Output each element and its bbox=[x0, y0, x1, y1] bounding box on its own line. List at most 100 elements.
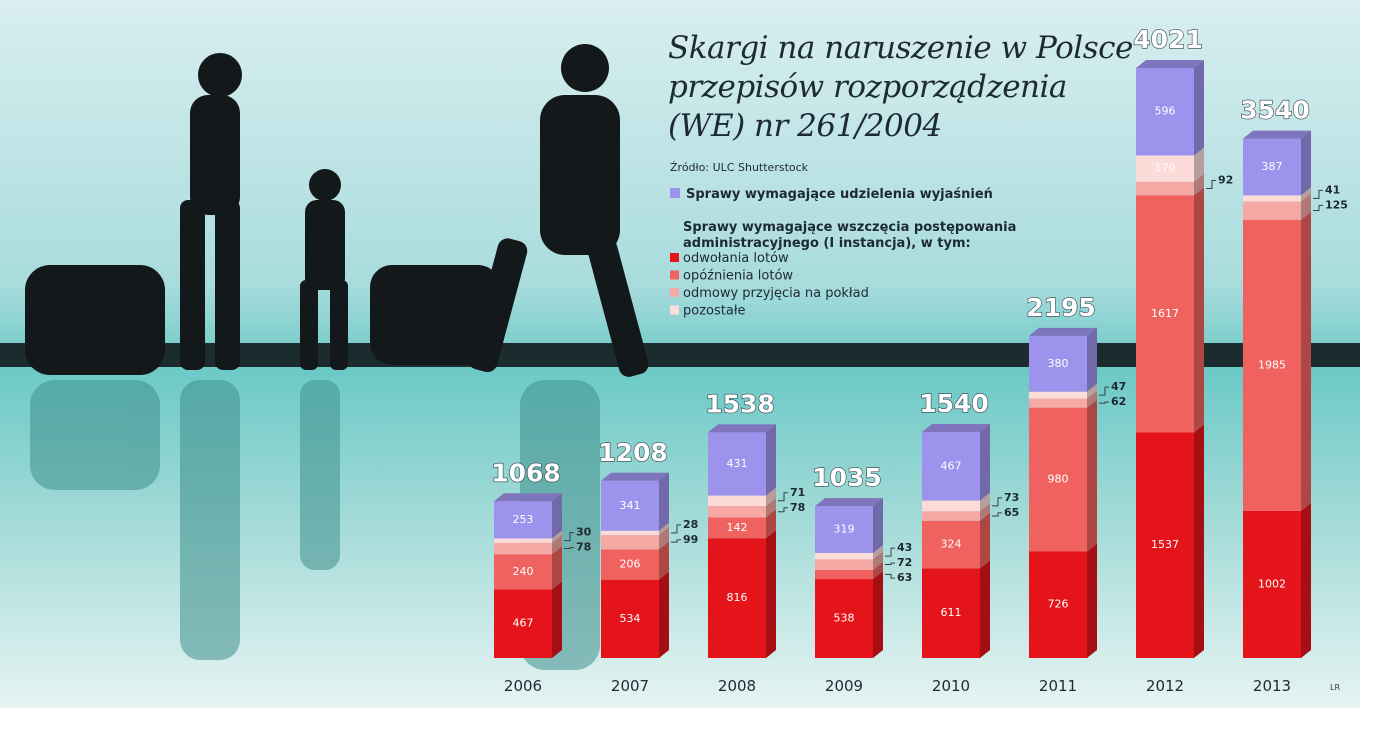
bar-side bbox=[659, 472, 669, 531]
bar-side bbox=[980, 512, 990, 569]
x-tick-label: 2009 bbox=[825, 677, 863, 695]
bar-side bbox=[1087, 399, 1097, 552]
value-label: 179 bbox=[1155, 162, 1176, 175]
bar-segment bbox=[1243, 138, 1301, 196]
bar-segment bbox=[708, 505, 766, 518]
value-label: 387 bbox=[1262, 160, 1283, 173]
value-label: 72 bbox=[897, 556, 912, 569]
bar-side bbox=[659, 522, 669, 535]
value-label: 99 bbox=[683, 533, 698, 546]
value-label: 92 bbox=[1218, 173, 1233, 186]
value-label: 78 bbox=[790, 501, 805, 514]
x-tick-label: 2007 bbox=[611, 677, 649, 695]
label-leader bbox=[564, 532, 574, 542]
label-leader bbox=[1206, 179, 1216, 189]
value-label: 41 bbox=[1325, 183, 1340, 196]
value-label: 28 bbox=[683, 518, 698, 531]
bar-side bbox=[659, 526, 669, 550]
value-label: 62 bbox=[1111, 395, 1126, 408]
value-label: 431 bbox=[727, 457, 748, 470]
value-label: 30 bbox=[576, 526, 592, 539]
bar-side bbox=[552, 530, 562, 543]
bar-segment bbox=[1136, 195, 1194, 433]
bar-side bbox=[552, 493, 562, 539]
bar-side bbox=[873, 498, 883, 553]
value-label: 611 bbox=[941, 606, 962, 619]
value-label: 319 bbox=[834, 523, 855, 536]
bar-segment bbox=[494, 589, 552, 658]
bars: 467 240 253 30 78 1068 2006 534 206 341 28 99 1208 20… bbox=[491, 24, 1348, 695]
bar-side bbox=[1194, 424, 1204, 658]
bar-segment bbox=[1243, 201, 1301, 220]
total-label: 1035 bbox=[812, 463, 882, 492]
bar-side bbox=[980, 492, 990, 512]
value-label: 73 bbox=[1004, 491, 1019, 504]
bar-segment bbox=[815, 569, 873, 580]
value-label: 63 bbox=[897, 571, 912, 584]
bar-segment bbox=[922, 511, 980, 521]
photo-silhouettes bbox=[25, 44, 649, 377]
legend-swatch bbox=[670, 188, 680, 198]
bar-segment bbox=[601, 530, 659, 535]
value-label: 78 bbox=[576, 541, 591, 554]
bar-segment bbox=[1136, 181, 1194, 196]
value-label: 467 bbox=[941, 459, 962, 472]
bar-side bbox=[1301, 193, 1311, 220]
bar-side bbox=[1301, 211, 1311, 511]
bar-segment bbox=[494, 501, 552, 539]
bar-side bbox=[873, 561, 883, 580]
bar-side bbox=[1194, 60, 1204, 156]
legend: Sprawy wymagające udzielenia wyjaśnień Sp… bbox=[670, 187, 1016, 319]
value-label: 65 bbox=[1004, 506, 1019, 519]
legend-label: odwołania lotów bbox=[683, 251, 789, 266]
bar-side bbox=[1194, 147, 1204, 182]
bar-segment bbox=[922, 520, 980, 569]
value-label: 1002 bbox=[1258, 577, 1286, 590]
legend-label: odmowy przyjęcia na pokład bbox=[683, 286, 869, 301]
bar-top bbox=[601, 472, 669, 481]
bar-segment bbox=[708, 517, 766, 539]
source: Źródło: ULC bbox=[670, 161, 735, 174]
bar-segment bbox=[494, 538, 552, 543]
x-tick-label: 2012 bbox=[1146, 677, 1184, 695]
bar-segment bbox=[494, 542, 552, 555]
bar-segment bbox=[601, 579, 659, 658]
bar-segment bbox=[494, 554, 552, 590]
value-label: 341 bbox=[620, 499, 641, 512]
total-label: 2195 bbox=[1026, 293, 1096, 322]
bar-segment bbox=[1029, 335, 1087, 392]
bar-segment bbox=[1029, 391, 1087, 399]
value-label: 534 bbox=[620, 612, 641, 625]
value-label: 240 bbox=[513, 565, 534, 578]
bar-segment bbox=[1029, 551, 1087, 658]
label-leader bbox=[885, 547, 895, 557]
value-label: 253 bbox=[513, 513, 534, 526]
bar-segment bbox=[815, 559, 873, 570]
bar-segment bbox=[922, 432, 980, 501]
bar-side bbox=[1301, 187, 1311, 202]
x-tick-label: 2013 bbox=[1253, 677, 1291, 695]
value-label: 980 bbox=[1048, 473, 1069, 486]
label-leader bbox=[564, 547, 574, 550]
bar-side bbox=[873, 544, 883, 560]
value-label: 380 bbox=[1048, 357, 1069, 370]
bar-side bbox=[552, 581, 562, 658]
value-label: 816 bbox=[727, 591, 748, 604]
legend-label: Sprawy wymagające udzielenia wyjaśnień bbox=[686, 187, 993, 202]
label-leader bbox=[885, 573, 895, 579]
label-leader bbox=[1313, 204, 1323, 212]
bar-side bbox=[1087, 383, 1097, 399]
bar-side bbox=[873, 571, 883, 658]
bar-segment bbox=[815, 506, 873, 553]
value-label: 538 bbox=[834, 612, 855, 625]
bar-side bbox=[1087, 390, 1097, 408]
bar-segment bbox=[601, 534, 659, 550]
label-leader bbox=[671, 539, 681, 543]
label-leader bbox=[1313, 189, 1323, 199]
bar-side bbox=[1194, 173, 1204, 196]
bar-side bbox=[766, 530, 776, 658]
bar-segment bbox=[815, 552, 873, 560]
photo-credit: Shutterstock bbox=[738, 161, 809, 174]
bar-side bbox=[1087, 543, 1097, 658]
legend-group-line: administracyjnego (I instancja), w tym: bbox=[683, 236, 971, 251]
